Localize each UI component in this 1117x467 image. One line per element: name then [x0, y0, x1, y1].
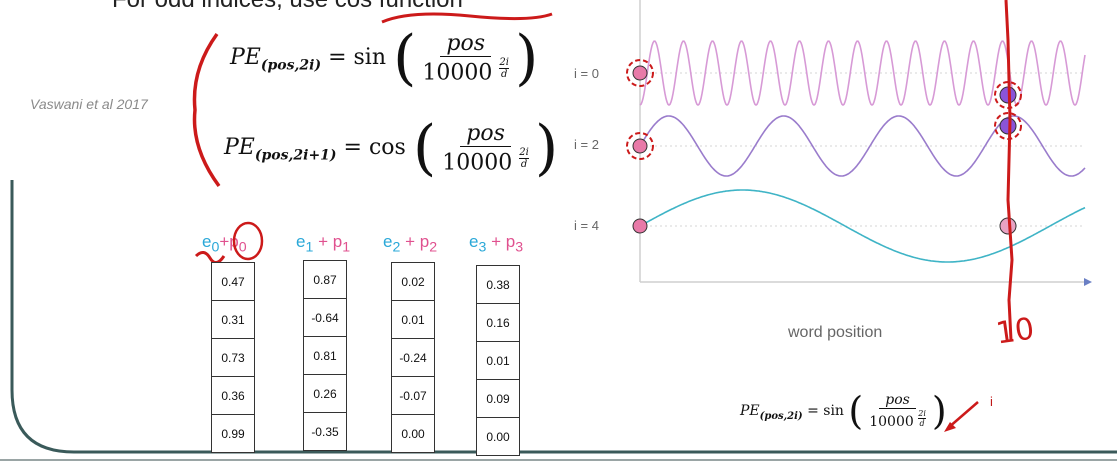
- marker-left-ring-1: [626, 132, 654, 160]
- embedding-value: 0.87: [304, 261, 346, 299]
- x-axis-label: word position: [788, 324, 883, 341]
- marker-left-1: [632, 138, 648, 154]
- wave-i0: [639, 40, 1086, 106]
- embedding-value: 0.47: [212, 263, 254, 301]
- embedding-value: -0.24: [392, 339, 434, 377]
- column-header-1: e1 + p1: [296, 232, 351, 256]
- embedding-value: 0.01: [477, 342, 519, 380]
- column-header-3: e3 + p3: [469, 232, 524, 256]
- marker-left-ring-0: [626, 59, 654, 87]
- embedding-value: -0.64: [304, 299, 346, 337]
- embedding-value: 0.99: [221, 426, 245, 441]
- handwritten-vertical-line: [1004, 0, 1014, 341]
- embedding-value: 0.02: [392, 263, 434, 301]
- embedding-value: 0.73: [212, 339, 254, 377]
- formula-even: PE(pos,2i) = sin (pos 10000 2i d): [230, 23, 539, 93]
- marker-right-ring-1: [994, 112, 1022, 140]
- formula-bottom: PE(pos,2i) = sin (pos 10000 2i d): [740, 389, 947, 434]
- header-circle-annotation: [194, 221, 264, 264]
- embedding-value: 0.38: [477, 266, 519, 304]
- top-text: For odd indices, use cos function: [112, 0, 463, 14]
- embedding-value: 0.09: [477, 380, 519, 418]
- bracket-annotation: [192, 32, 221, 188]
- row-label-i2: i = 2: [574, 137, 599, 152]
- marker-left-0: [632, 65, 648, 81]
- x-axis-arrow: [1084, 278, 1092, 286]
- embedding-value: 0.31: [212, 301, 254, 339]
- embedding-value: 0.36: [212, 377, 254, 415]
- formula-odd: PE(pos,2i+1) = cos (pos 10000 2i d): [224, 113, 559, 183]
- handwritten-position: 10: [993, 311, 1037, 352]
- embedding-column-0: 0.47 0.31 0.73 0.36 0.99: [211, 262, 255, 453]
- row-label-i4: i = 4: [574, 218, 599, 233]
- embedding-value: 0.01: [392, 301, 434, 339]
- embedding-value: 0.26: [304, 375, 346, 413]
- sinusoid-plot: [626, 0, 1092, 341]
- embedding-column-1: 0.87 -0.64 0.81 0.26 -0.35: [303, 260, 347, 451]
- row-label-i0: i = 0: [574, 66, 599, 81]
- citation: Vaswani et al 2017: [30, 96, 148, 112]
- underline-annotation: [381, 12, 553, 24]
- embedding-value: -0.35: [311, 424, 339, 439]
- embedding-column-2: 0.02 0.01 -0.24 -0.07 0.00: [391, 262, 435, 453]
- arrow-annotation: [944, 401, 979, 432]
- column-header-2: e2 + p2: [383, 232, 438, 256]
- arrow-label: i: [990, 394, 993, 409]
- embedding-value: 0.00: [486, 429, 510, 444]
- embedding-column-3: 0.38 0.16 0.01 0.09 0.00: [476, 265, 520, 456]
- marker-left-2: [632, 218, 648, 234]
- embedding-value: 0.16: [477, 304, 519, 342]
- embedding-value: 0.00: [401, 426, 425, 441]
- marker-right-1: [999, 117, 1017, 135]
- embedding-value: 0.81: [304, 337, 346, 375]
- embedding-value: -0.07: [392, 377, 434, 415]
